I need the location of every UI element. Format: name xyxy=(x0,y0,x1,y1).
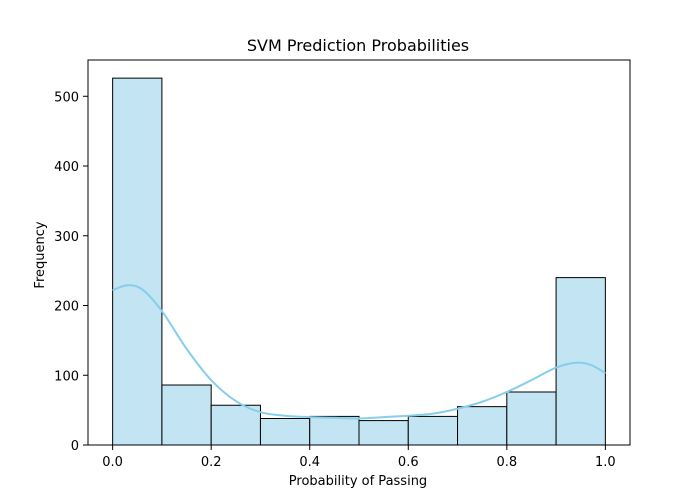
x-tick-label: 0.2 xyxy=(201,455,222,470)
chart-title: SVM Prediction Probabilities xyxy=(247,36,469,55)
histogram-bar xyxy=(555,277,606,446)
histogram-bar xyxy=(309,415,360,446)
y-axis-label: Frequency xyxy=(33,221,48,288)
x-tick-label: 0.0 xyxy=(102,455,123,470)
y-tick-label: 0 xyxy=(71,439,79,454)
plot-frame xyxy=(87,59,631,446)
y-tick-label: 100 xyxy=(54,369,79,384)
kde-curve xyxy=(112,284,606,420)
x-tick-label: 0.6 xyxy=(398,455,419,470)
histogram-bar xyxy=(506,391,557,446)
x-axis: 0.0 0.2 0.4 0.6 0.8 1.0 xyxy=(102,445,616,470)
bars-group xyxy=(112,77,606,446)
y-tick-label: 500 xyxy=(54,90,79,105)
x-tick-label: 0.8 xyxy=(496,455,517,470)
histogram-bar xyxy=(259,417,311,446)
histogram-bar xyxy=(358,420,409,446)
y-axis: 0 100 200 300 400 500 xyxy=(54,90,88,454)
histogram-bar xyxy=(457,406,508,446)
x-tick-label: 1.0 xyxy=(595,455,616,470)
histogram-bar xyxy=(407,415,459,446)
histogram-bar xyxy=(210,404,261,446)
x-axis-label: Probability of Passing xyxy=(289,474,427,489)
histogram-bar xyxy=(112,77,163,446)
x-tick-label: 0.4 xyxy=(299,455,320,470)
y-tick-label: 300 xyxy=(54,230,79,245)
y-tick-label: 400 xyxy=(54,160,79,175)
histogram-bar xyxy=(161,384,212,446)
y-tick-label: 200 xyxy=(54,300,79,315)
